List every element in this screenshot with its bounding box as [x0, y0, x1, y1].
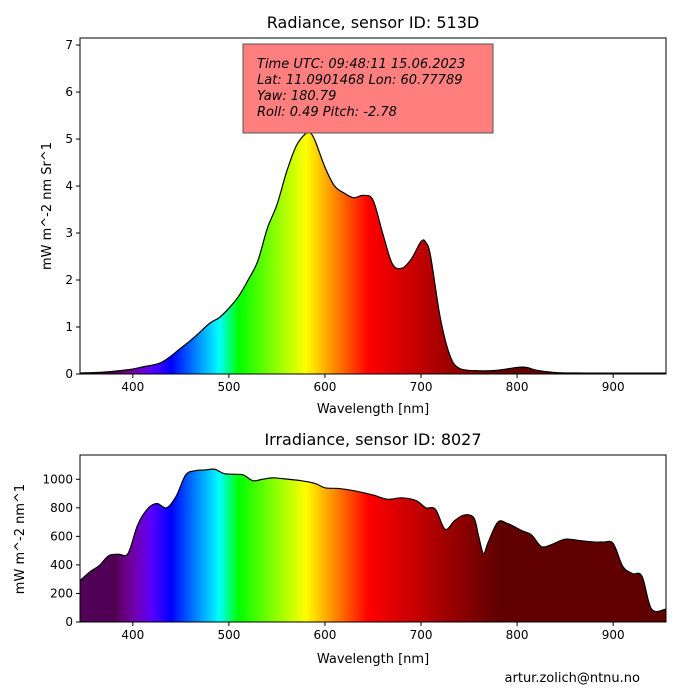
y-tick-label: 6 [65, 85, 73, 99]
chart-title: Irradiance, sensor ID: 8027 [264, 430, 481, 449]
info-line-position: Lat: 11.0901468 Lon: 60.77789 [257, 73, 463, 88]
x-tick-label: 600 [314, 380, 337, 394]
radiance-chart: Radiance, sensor ID: 513D 400 500 600 700 80… [40, 13, 667, 417]
x-axis-label: Wavelength [nm] [317, 652, 429, 667]
y-tick-label: 2 [65, 273, 73, 287]
y-tick-label: 800 [50, 501, 73, 515]
y-tick-label: 5 [65, 132, 73, 146]
x-tick-label: 400 [121, 380, 144, 394]
y-tick-label: 0 [65, 615, 73, 629]
y-tick-label: 400 [50, 558, 73, 572]
x-tick-label: 600 [314, 628, 337, 642]
y-axis-ticks: 0 1 2 3 4 5 6 7 [65, 38, 80, 381]
y-axis-label: mW m^-2 nm^1 [13, 484, 28, 594]
irradiance-spectrum-line [79, 468, 667, 613]
y-tick-label: 3 [65, 226, 73, 240]
y-tick-label: 7 [65, 38, 73, 52]
x-tick-label: 800 [506, 628, 529, 642]
y-tick-label: 600 [50, 529, 73, 543]
y-tick-label: 1 [65, 320, 73, 334]
info-annotation: Time UTC: 09:48:11 15.06.2023 Lat: 11.09… [242, 43, 494, 134]
y-tick-label: 0 [65, 367, 73, 381]
radiance-spectrum-area [80, 131, 666, 374]
info-line-time: Time UTC: 09:48:11 15.06.2023 [257, 57, 465, 72]
y-tick-label: 200 [50, 586, 73, 600]
x-tick-label: 500 [217, 380, 240, 394]
x-axis-ticks: 400 500 600 700 800 900 [121, 374, 625, 394]
irradiance-chart: Irradiance, sensor ID: 8027 400 500 600 700… [13, 430, 667, 667]
y-tick-label: 4 [65, 179, 73, 193]
x-tick-label: 900 [602, 380, 625, 394]
info-line-roll-pitch: Roll: 0.49 Pitch: -2.78 [257, 105, 397, 120]
chart-title: Radiance, sensor ID: 513D [267, 13, 479, 32]
info-line-yaw: Yaw: 180.79 [257, 89, 336, 104]
info-box [242, 43, 494, 134]
x-tick-label: 900 [602, 628, 625, 642]
plot-frame [79, 454, 667, 623]
author-email: artur.zolich@ntnu.no [505, 671, 641, 686]
y-axis-ticks: 0 200 400 600 800 1000 [42, 472, 80, 629]
x-axis-ticks: 400 500 600 700 800 900 [121, 622, 625, 642]
irradiance-spectrum-area [80, 469, 666, 622]
y-axis-label: mW m^-2 nm Sr^1 [40, 142, 55, 270]
x-tick-label: 700 [410, 628, 433, 642]
x-tick-label: 500 [217, 628, 240, 642]
radiance-spectrum-line [79, 131, 666, 374]
x-axis-label: Wavelength [nm] [317, 402, 429, 417]
x-tick-label: 800 [506, 380, 529, 394]
plot-frame [79, 37, 667, 375]
y-tick-label: 1000 [42, 472, 73, 486]
x-tick-label: 400 [121, 628, 144, 642]
x-tick-label: 700 [410, 380, 433, 394]
